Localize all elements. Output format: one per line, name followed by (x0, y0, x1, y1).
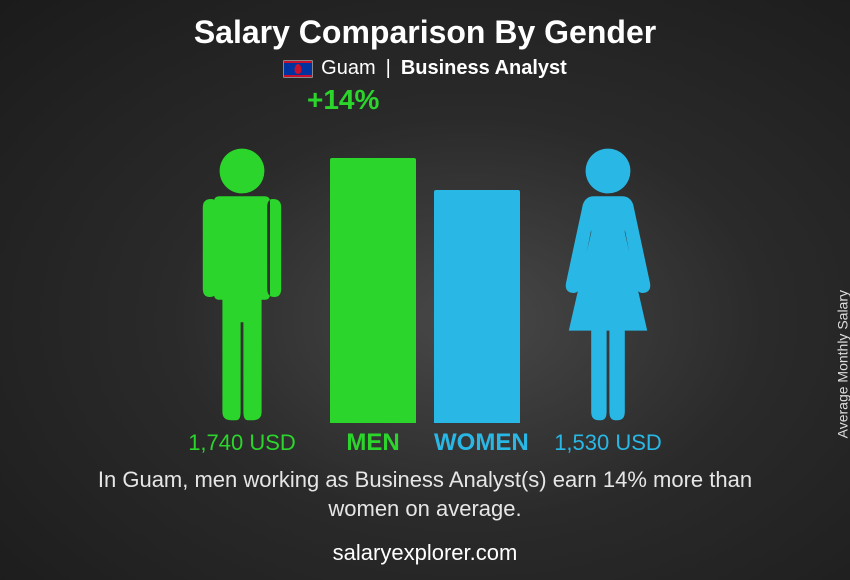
flag-icon (283, 60, 313, 78)
figure-row (0, 120, 850, 423)
infographic-container: Salary Comparison By Gender Guam | Busin… (0, 0, 850, 580)
men-salary-label: 1,740 USD (172, 430, 312, 456)
women-salary-label: 1,530 USD (538, 430, 678, 456)
role-text: Business Analyst (401, 57, 567, 80)
man-icon (172, 143, 312, 423)
location-text: Guam (321, 57, 375, 80)
subtitle: Guam | Business Analyst (0, 57, 850, 80)
separator: | (386, 57, 391, 80)
chart-area: +14% 1,740 USD MEN WOMEN 1,530 U (0, 84, 850, 457)
page-title: Salary Comparison By Gender (0, 14, 850, 51)
labels-row: 1,740 USD MEN WOMEN 1,530 USD (0, 429, 850, 457)
footer-text: salaryexplorer.com (0, 524, 850, 580)
woman-icon (538, 143, 678, 423)
women-bar (434, 190, 520, 423)
percent-difference-label: +14% (307, 84, 379, 116)
header: Salary Comparison By Gender Guam | Busin… (0, 0, 850, 80)
description-text: In Guam, men working as Business Analyst… (0, 457, 850, 524)
y-axis-label: Average Monthly Salary (834, 290, 850, 438)
men-gender-label: MEN (330, 429, 416, 457)
men-bar (330, 158, 416, 423)
women-gender-label: WOMEN (434, 429, 520, 457)
